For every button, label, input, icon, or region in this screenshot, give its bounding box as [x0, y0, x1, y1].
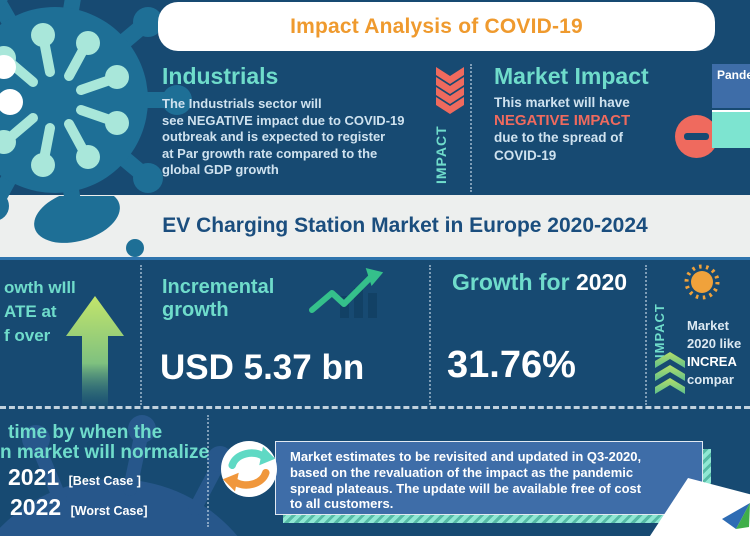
pandemic-side-box: Pandemic — [712, 64, 750, 108]
brand-logo-icon — [722, 503, 750, 529]
divider-bottom — [207, 415, 209, 527]
no-entry-minus-icon — [675, 115, 718, 158]
trend-chart-icon — [309, 268, 384, 318]
mid-section-border — [0, 257, 750, 260]
green-up-chevrons-icon — [655, 352, 685, 394]
orange-virus-icon — [684, 264, 720, 300]
worst-case-row: 2022 [Worst Case] — [10, 494, 148, 521]
refresh-icon — [221, 441, 277, 497]
negative-impact-highlight: NEGATIVE IMPACT — [494, 111, 631, 129]
growth-2020-value: 31.76% — [447, 344, 576, 386]
growth-2020-label: Growth for 2020 — [452, 269, 628, 295]
minus-bar — [684, 133, 709, 140]
market-impact-body: This market will have NEGATIVE IMPACT du… — [494, 94, 630, 164]
coronavirus-illustration-icon — [0, 0, 192, 235]
best-case-label: [Best Case ] — [68, 474, 141, 488]
market-title: EV Charging Station Market in Europe 202… — [162, 214, 648, 237]
best-case-year: 2021 — [8, 464, 60, 490]
pandemic-side-box-teal — [712, 110, 750, 148]
incremental-growth-label: Incremental growth — [162, 276, 275, 321]
update-note-box: Market estimates to be revisited and upd… — [275, 441, 703, 515]
divider-top — [470, 64, 472, 192]
header-banner: Impact Analysis of COVID-19 — [158, 2, 715, 51]
dashed-divider — [0, 406, 750, 409]
market-impact-title: Market Impact — [494, 63, 649, 89]
divider-mid-3 — [645, 265, 647, 405]
normalize-text: time by when the n market will normalize — [0, 422, 210, 463]
worst-case-year: 2022 — [10, 494, 62, 520]
industrials-body-line: see NEGATIVE impact due to COVID-19 — [162, 112, 405, 128]
industrials-body-line: at Par growth rate compared to the — [162, 145, 378, 161]
virus-watermark — [0, 415, 238, 536]
industrials-impact-label: IMPACT — [433, 125, 449, 184]
market-title-band: EV Charging Station Market in Europe 202… — [0, 195, 750, 257]
market-impact-line: due to the spread of — [494, 130, 624, 145]
industrials-body-line: outbreak and is expected to register — [162, 129, 386, 145]
right-impact-text: Market 2020 like INCREA compar — [687, 318, 742, 387]
green-up-arrow-icon — [66, 296, 124, 408]
industrials-body: The Industrials sector will see NEGATIVE… — [162, 96, 404, 179]
best-case-row: 2021 [Best Case ] — [8, 464, 141, 491]
incremental-growth-value: USD 5.37 bn — [160, 348, 365, 387]
worst-case-label: [Worst Case] — [70, 504, 148, 518]
divider-mid-2 — [429, 265, 431, 405]
industrials-body-line: The Industrials sector will — [162, 96, 322, 111]
divider-mid-1 — [140, 265, 142, 405]
growth-fragment-text: owth wIll ATE at f over — [4, 278, 76, 345]
industrials-title: Industrials — [162, 63, 279, 89]
impact-down-chevrons-icon — [436, 67, 464, 114]
virus-blob-over-band — [34, 196, 144, 257]
right-impact-label: IMPACT — [652, 303, 667, 358]
market-impact-line: COVID-19 — [494, 147, 557, 163]
industrials-body-line: global GDP growth — [162, 162, 279, 178]
market-impact-line: This market will have — [494, 95, 630, 110]
header-title: Impact Analysis of COVID-19 — [290, 14, 583, 38]
